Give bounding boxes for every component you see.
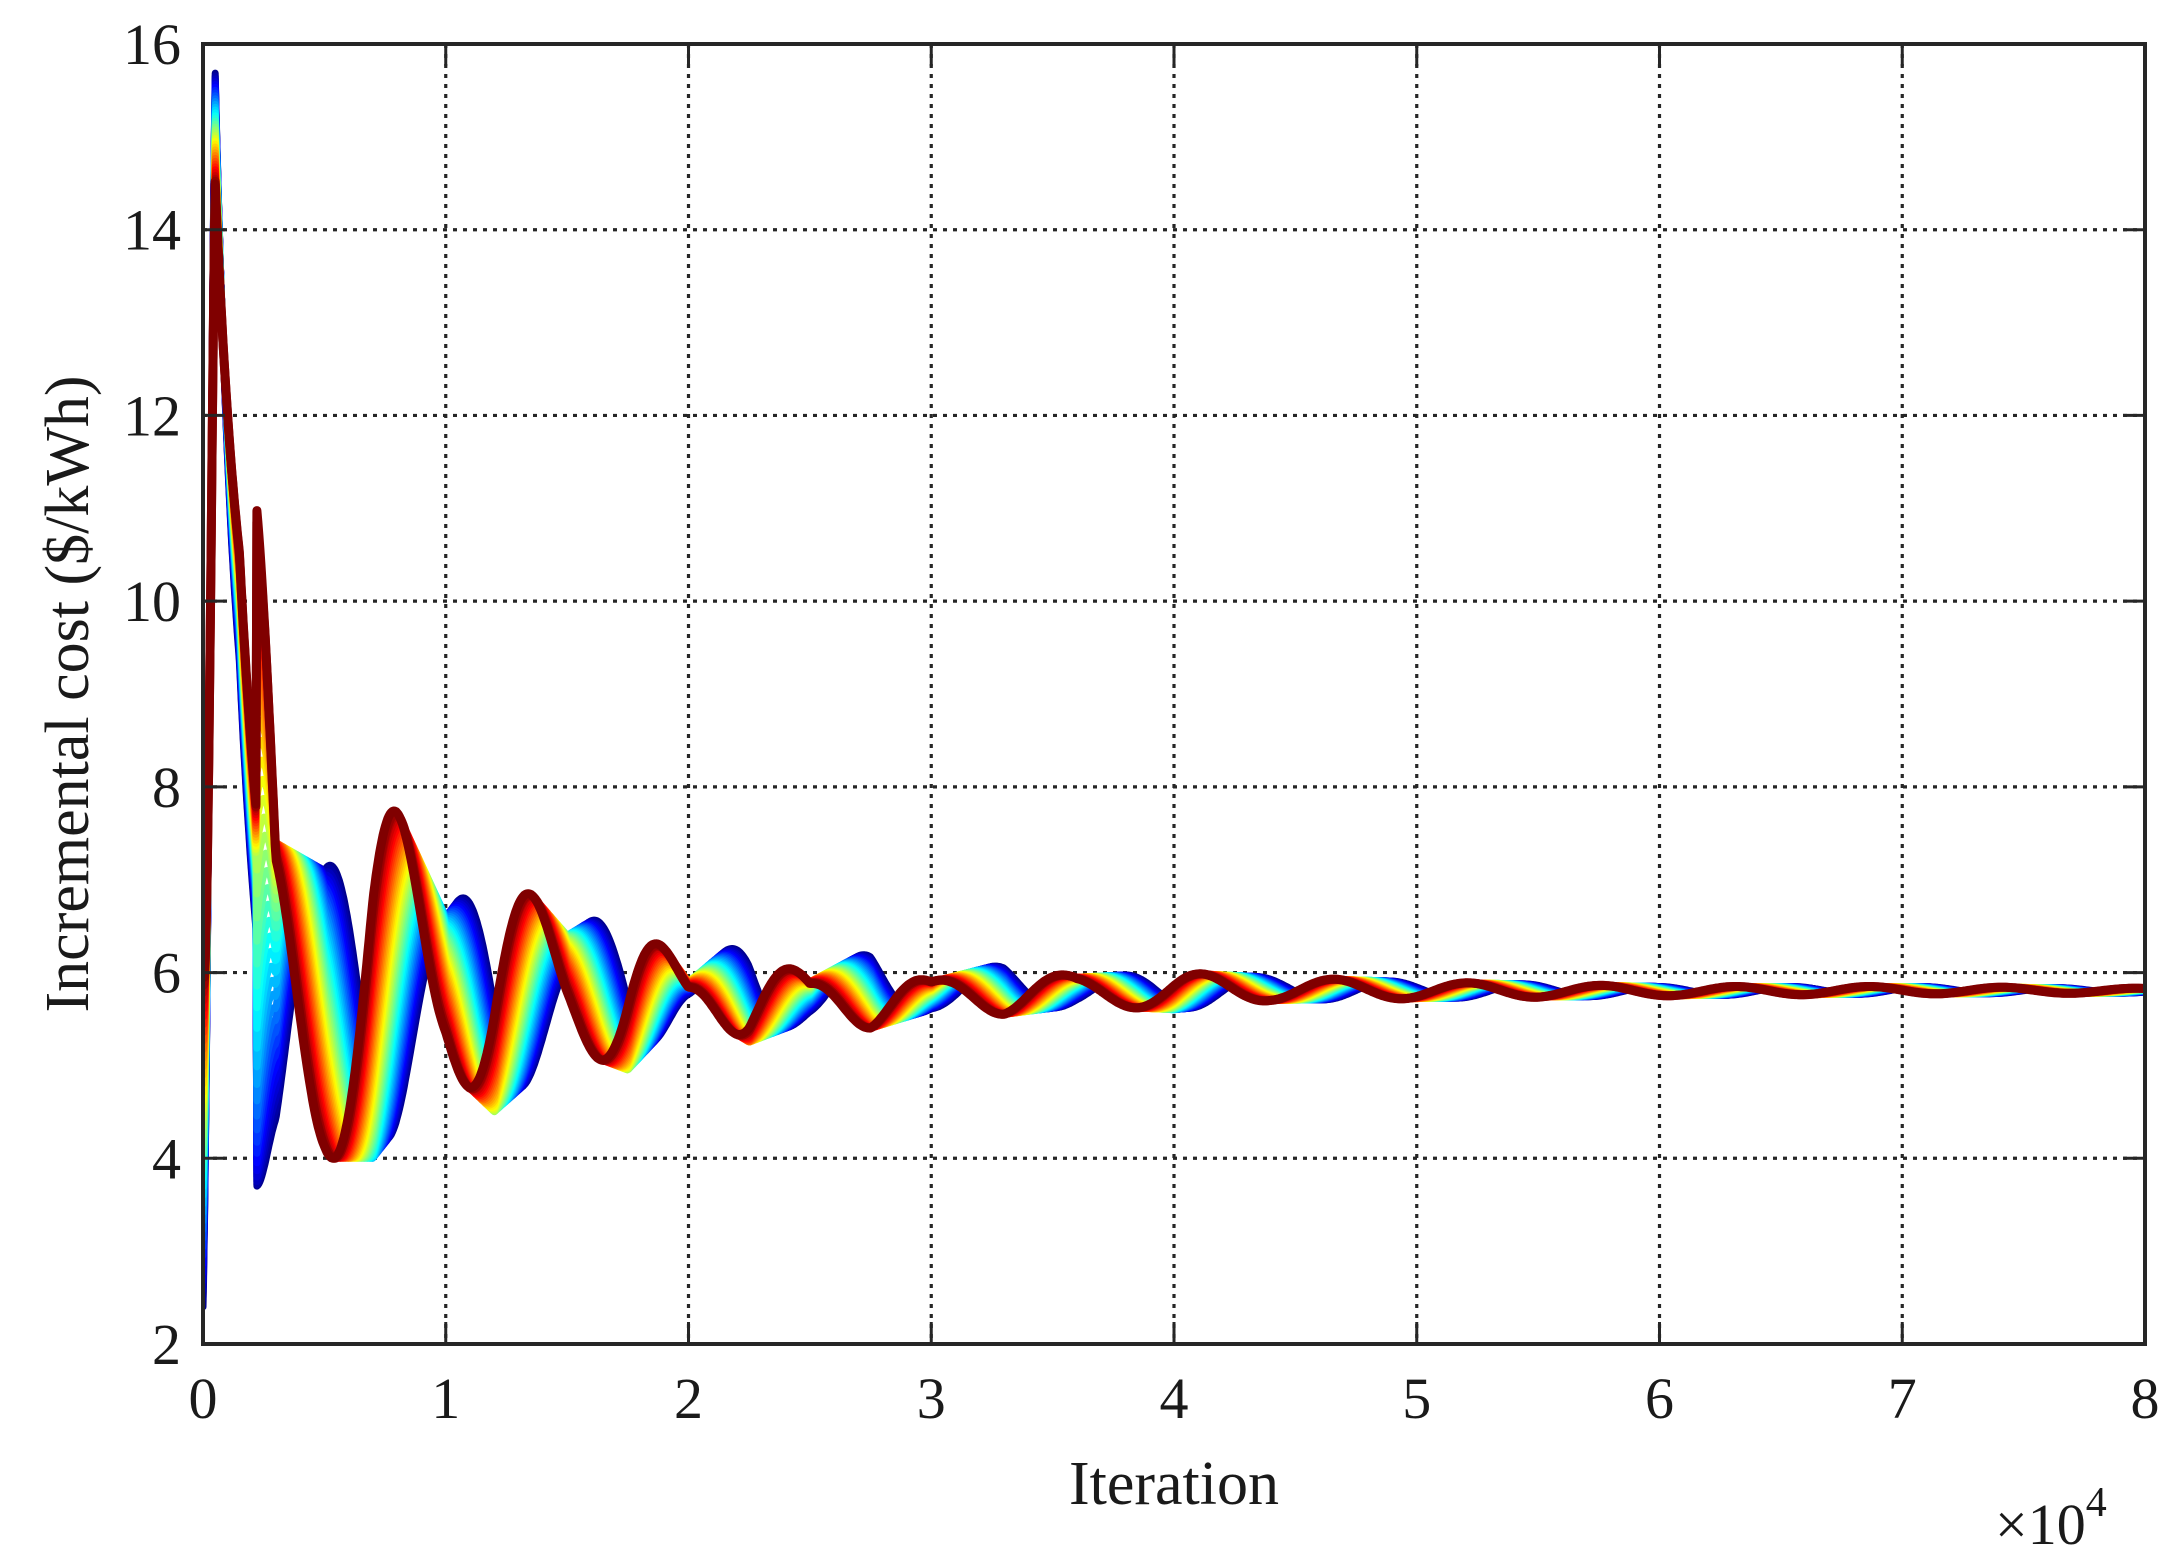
y-tick-label: 14 [123,198,181,263]
x-axis-label: Iteration [1069,1450,1279,1518]
x-tick-label: 3 [917,1366,946,1431]
y-tick-label: 10 [123,569,181,634]
x-tick-label: 2 [674,1366,703,1431]
ticks [201,42,2147,1346]
x-tick-label: 8 [2131,1366,2160,1431]
series-line [203,179,2145,1163]
y-tick-label: 12 [123,383,181,448]
x-tick-label: 5 [1402,1366,1431,1431]
x-multiplier-prefix: ×10 [1995,1492,2086,1554]
x-tick-label: 4 [1160,1366,1189,1431]
y-tick-label: 8 [152,755,181,820]
y-tick-label: 4 [152,1126,181,1191]
y-axis-label: Incremental cost ($/kWh) [34,376,102,1013]
y-tick-label: 16 [123,12,181,77]
x-multiplier-exponent: 4 [2086,1480,2107,1526]
y-tick-label: 2 [152,1312,181,1377]
x-tick-label: 7 [1888,1366,1917,1431]
x-tick-label: 1 [431,1366,460,1431]
y-tick-label: 6 [152,941,181,1006]
series-group [203,69,2145,1311]
x-tick-label: 0 [189,1366,218,1431]
x-tick-label: 6 [1645,1366,1674,1431]
x-multiplier-label: ×104 [1995,1480,2107,1554]
